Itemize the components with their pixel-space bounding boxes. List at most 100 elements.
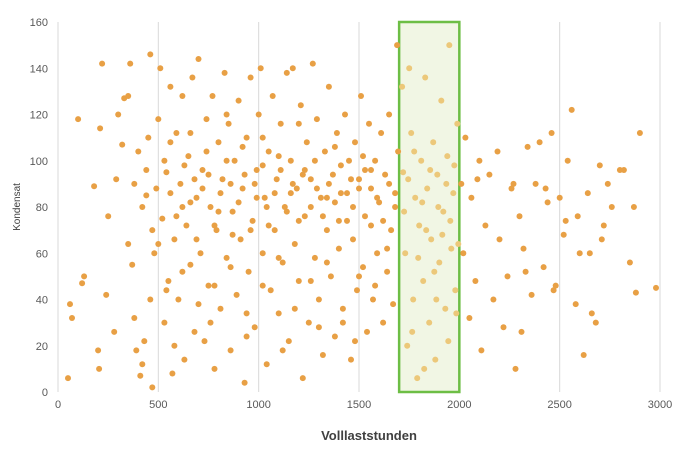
data-point-63 [215,139,222,146]
data-point-114 [317,194,324,201]
data-point-8 [99,60,106,67]
data-point-141 [372,157,379,164]
data-point-138 [366,120,372,127]
data-point-165 [211,222,218,229]
data-point-274 [411,148,418,155]
data-point-236 [187,130,194,136]
data-point-294 [462,134,469,141]
data-point-243 [392,204,399,210]
data-point-293 [460,250,467,257]
data-point-231 [207,319,214,326]
data-point-58 [205,282,212,289]
data-point-273 [405,176,412,183]
data-point-235 [352,338,358,345]
data-point-48 [185,153,192,160]
data-point-31 [151,250,158,257]
data-point-103 [295,278,302,284]
data-point-245 [402,250,409,257]
data-point-215 [163,287,170,294]
data-point-240 [331,143,338,150]
data-point-276 [419,199,426,206]
data-point-332 [608,204,615,210]
data-point-94 [277,120,284,127]
data-point-20 [129,261,136,268]
data-point-100 [289,65,296,72]
x-tick-label-0: 0 [55,399,61,411]
data-point-223 [291,305,298,312]
y-tick-label-2: 40 [36,295,48,307]
data-point-32 [153,185,160,192]
data-point-136 [362,167,368,173]
data-point-39 [167,83,174,90]
y-tick-label-3: 60 [36,248,48,260]
data-point-310 [520,245,527,252]
data-point-348 [586,250,593,257]
data-point-242 [386,180,393,187]
x-axis-ticks: 0 500 1000 1500 2000 2500 3000 [55,399,672,411]
data-point-214 [147,296,154,303]
data-point-260 [432,356,439,363]
data-point-65 [219,176,226,183]
data-point-66 [221,69,228,76]
data-point-86 [261,194,268,201]
data-point-87 [263,361,270,368]
data-point-19 [127,60,134,67]
data-point-113 [315,296,322,303]
data-point-2 [69,315,75,321]
data-point-326 [584,190,591,197]
data-point-34 [157,65,164,72]
data-point-205 [263,204,270,210]
data-point-4 [79,280,86,287]
data-point-317 [548,130,555,136]
data-point-23 [135,148,142,155]
data-point-131 [352,139,358,146]
data-point-349 [598,236,605,243]
data-point-250 [412,194,419,201]
data-point-291 [399,83,406,90]
data-point-339 [653,284,659,291]
y-tick-label-7: 140 [30,63,48,75]
data-point-280 [435,204,442,210]
data-point-5 [81,273,88,280]
y-tick-label-8: 160 [30,17,48,29]
data-point-182 [313,185,320,192]
data-point-116 [321,148,328,155]
data-point-72 [233,291,240,298]
x-axis-title: Volllaststunden [321,428,417,443]
data-point-218 [211,282,218,289]
data-point-289 [445,338,452,345]
data-point-307 [508,185,515,192]
data-point-207 [287,190,294,197]
data-point-134 [358,93,364,99]
data-point-90 [269,93,276,99]
data-point-127 [344,217,350,224]
data-point-189 [356,176,362,183]
data-point-295 [466,315,473,321]
data-point-305 [500,324,507,331]
data-point-328 [592,319,599,326]
data-point-262 [436,259,443,266]
data-point-190 [362,213,368,220]
data-point-140 [370,296,376,303]
data-point-202 [227,180,234,187]
y-axis-title: Kondensat [12,183,23,231]
data-point-226 [339,319,346,326]
data-point-331 [604,180,611,187]
data-point-254 [420,278,427,284]
data-point-33 [155,116,162,123]
data-point-186 [337,162,344,169]
data-point-150 [390,301,397,308]
data-point-167 [223,157,230,164]
data-point-171 [247,227,254,234]
data-point-256 [424,185,431,192]
data-point-278 [427,167,434,173]
data-point-179 [295,217,302,224]
data-point-324 [576,250,583,257]
data-point-145 [380,319,387,326]
data-point-11 [96,365,103,372]
data-point-157 [161,157,168,164]
data-point-209 [311,157,318,164]
data-point-206 [275,153,282,160]
data-point-111 [311,254,318,261]
data-point-275 [415,254,422,261]
